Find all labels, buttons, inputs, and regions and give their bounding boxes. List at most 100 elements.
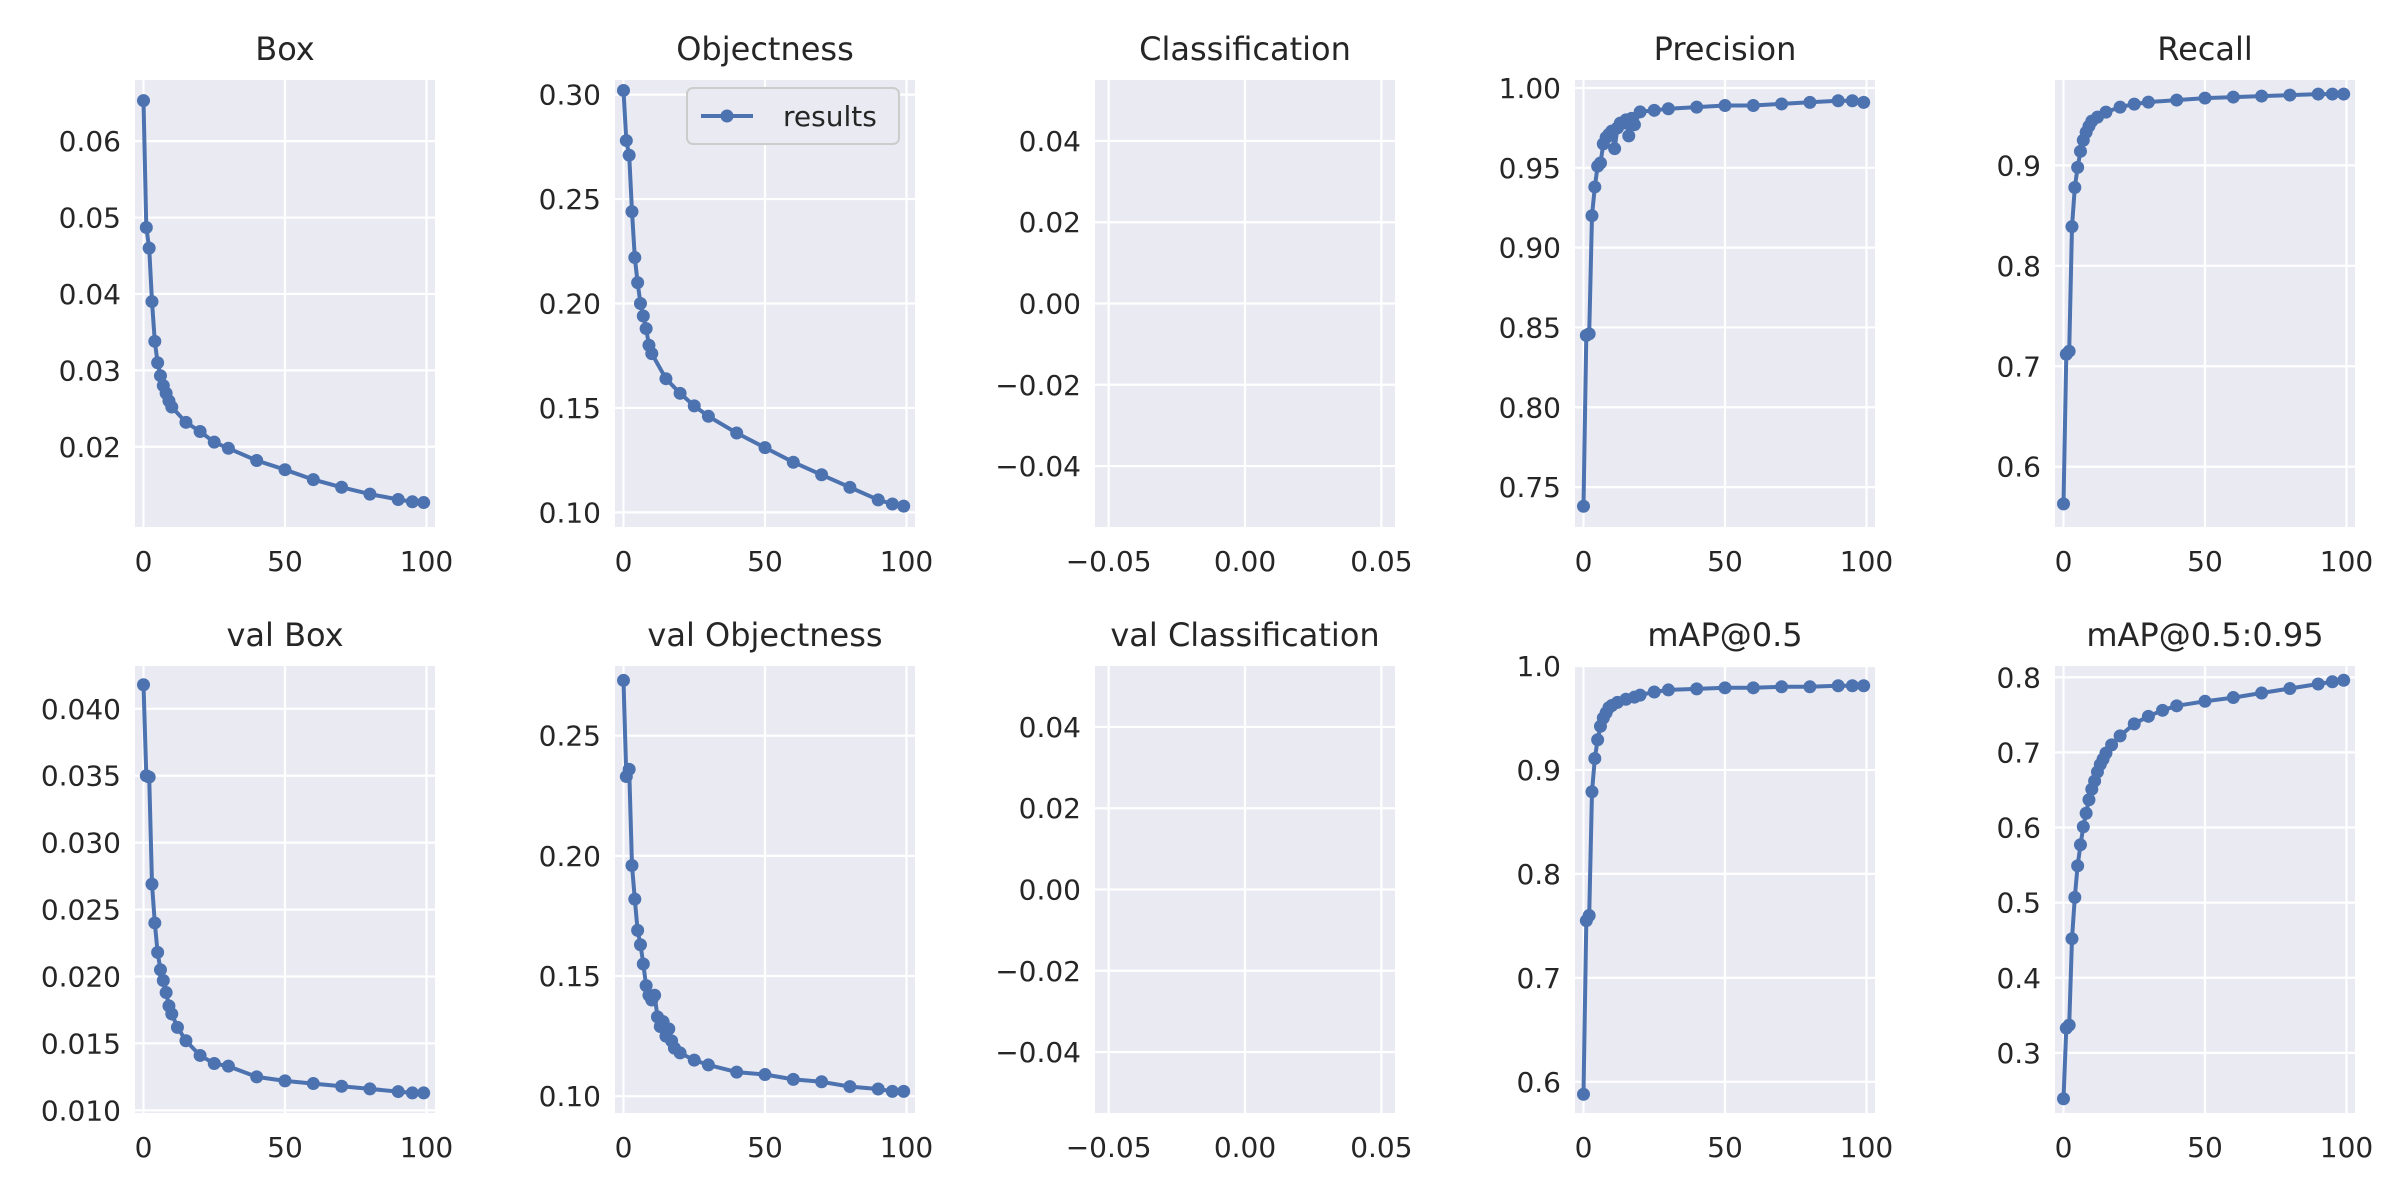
x-tick-label: 0 bbox=[135, 545, 153, 578]
data-point bbox=[2156, 703, 2170, 717]
y-tick-label: 0.00 bbox=[1019, 288, 1081, 321]
data-point bbox=[2073, 144, 2087, 158]
y-tick-label: 0.20 bbox=[539, 288, 601, 321]
data-point bbox=[628, 892, 642, 906]
data-point bbox=[1690, 682, 1704, 696]
y-tick-label: 0.035 bbox=[41, 760, 121, 793]
y-tick-label: 0.030 bbox=[41, 827, 121, 860]
y-tick-label: 0.8 bbox=[1996, 250, 2041, 283]
data-point bbox=[159, 986, 173, 1000]
data-point bbox=[1576, 499, 1590, 513]
y-tick-label: 0.025 bbox=[41, 894, 121, 927]
data-point bbox=[2226, 90, 2240, 104]
subplot-title: val Objectness bbox=[647, 616, 882, 654]
data-point bbox=[306, 1077, 320, 1091]
data-point bbox=[391, 1085, 405, 1099]
data-point bbox=[278, 463, 292, 477]
y-tick-label: −0.02 bbox=[995, 955, 1081, 988]
data-point bbox=[1775, 97, 1789, 111]
data-point bbox=[391, 492, 405, 506]
data-point bbox=[843, 480, 857, 494]
data-point bbox=[2068, 180, 2082, 194]
x-tick-label: 50 bbox=[747, 1131, 783, 1164]
data-point bbox=[2065, 220, 2079, 234]
y-tick-label: 0.30 bbox=[539, 79, 601, 112]
data-point bbox=[2062, 1018, 2076, 1032]
x-tick-label: 100 bbox=[400, 1131, 453, 1164]
data-point bbox=[1593, 156, 1607, 170]
y-tick-label: 0.02 bbox=[1019, 206, 1081, 239]
data-point bbox=[1622, 129, 1636, 143]
data-point bbox=[1633, 688, 1647, 702]
subplot-title: Box bbox=[255, 30, 314, 68]
data-point bbox=[673, 1046, 687, 1060]
subplot-title: val Box bbox=[226, 616, 343, 654]
data-point bbox=[897, 499, 911, 513]
y-tick-label: 0.10 bbox=[539, 1080, 601, 1113]
x-tick-label: 100 bbox=[880, 1131, 933, 1164]
data-point bbox=[636, 957, 650, 971]
data-point bbox=[151, 356, 165, 370]
x-tick-label: 0 bbox=[615, 545, 633, 578]
data-point bbox=[1775, 680, 1789, 694]
data-point bbox=[2283, 88, 2297, 102]
data-point bbox=[897, 1084, 911, 1098]
data-point bbox=[628, 251, 642, 265]
y-tick-label: 0.4 bbox=[1996, 962, 2041, 995]
data-point bbox=[207, 1056, 221, 1070]
data-point bbox=[815, 468, 829, 482]
data-point bbox=[306, 473, 320, 487]
x-tick-label: 50 bbox=[2187, 1131, 2223, 1164]
y-tick-label: 0.05 bbox=[59, 202, 121, 235]
y-tick-label: 0.95 bbox=[1499, 152, 1561, 185]
data-point bbox=[417, 1086, 431, 1100]
subplot-7: −0.05 0.00 0.05 −0.04 −0.02 0.00 0.02 0.04 val C… bbox=[995, 616, 1412, 1164]
data-point bbox=[1576, 1087, 1590, 1101]
subplot-9: 0 50 100 0.3 0.4 0.5 0.6 0.7 0.8 mAP@0.5:0.95 bbox=[1996, 616, 2373, 1164]
data-point bbox=[1718, 99, 1732, 113]
x-tick-label: 100 bbox=[880, 545, 933, 578]
data-point bbox=[843, 1080, 857, 1094]
data-point bbox=[335, 1079, 349, 1093]
data-point bbox=[2065, 932, 2079, 946]
data-point bbox=[363, 1082, 377, 1096]
x-tick-label: 100 bbox=[1840, 545, 1893, 578]
data-point bbox=[193, 1048, 207, 1062]
y-tick-label: 0.15 bbox=[539, 392, 601, 425]
data-point bbox=[1857, 679, 1871, 693]
x-tick-label: 50 bbox=[1707, 545, 1743, 578]
data-point bbox=[2062, 344, 2076, 358]
data-point bbox=[2311, 677, 2325, 691]
subplot-8: 0 50 100 0.6 0.7 0.8 0.9 1.0 mAP@0.5 bbox=[1516, 616, 1893, 1164]
subplot-0: 0 50 100 0.02 0.03 0.04 0.05 0.06 Box bbox=[59, 30, 454, 578]
subplot-title: mAP@0.5:0.95 bbox=[2086, 616, 2323, 654]
data-point bbox=[148, 916, 162, 930]
data-point bbox=[153, 963, 167, 977]
data-point bbox=[631, 923, 645, 937]
data-point bbox=[871, 1082, 885, 1096]
y-tick-label: 0.040 bbox=[41, 693, 121, 726]
data-point bbox=[1582, 327, 1596, 341]
data-point bbox=[758, 441, 772, 455]
subplot-title: Objectness bbox=[676, 30, 854, 68]
x-tick-label: 0 bbox=[1575, 545, 1593, 578]
data-point bbox=[631, 276, 645, 290]
x-tick-label: 0 bbox=[615, 1131, 633, 1164]
data-point bbox=[1803, 680, 1817, 694]
data-point bbox=[145, 877, 159, 891]
data-point bbox=[1585, 785, 1599, 799]
legend-label: results bbox=[783, 100, 877, 133]
data-point bbox=[145, 295, 159, 309]
y-tick-label: 0.02 bbox=[1019, 792, 1081, 825]
y-tick-label: 0.5 bbox=[1996, 887, 2041, 920]
y-tick-label: 0.7 bbox=[1996, 350, 2041, 383]
data-point bbox=[142, 770, 156, 784]
data-point bbox=[786, 455, 800, 469]
x-tick-label: 50 bbox=[747, 545, 783, 578]
data-point bbox=[885, 497, 899, 511]
data-point bbox=[1718, 681, 1732, 695]
data-point bbox=[2113, 100, 2127, 114]
data-point bbox=[625, 205, 639, 219]
data-point bbox=[153, 369, 167, 383]
subplot-6: 0 50 100 0.10 0.15 0.20 0.25 val Objectness bbox=[539, 616, 934, 1164]
